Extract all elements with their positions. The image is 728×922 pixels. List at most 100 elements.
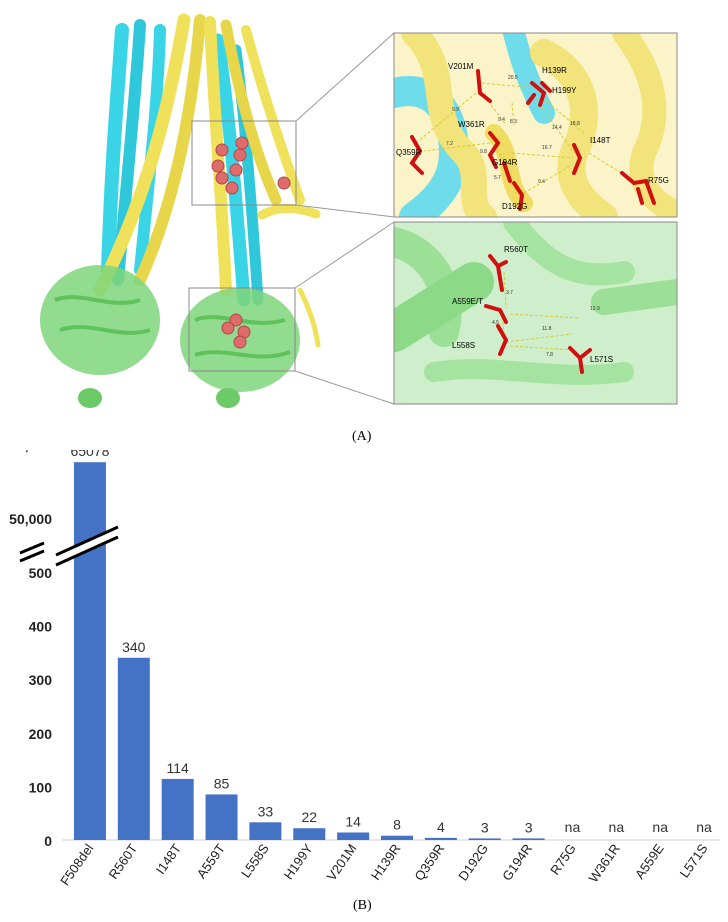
residue-v201m [476,69,492,103]
green-helix [394,262,494,352]
residue-label: I148T [590,136,611,145]
mutation-sphere [277,176,291,190]
y-tick-label: 100 [29,779,53,795]
connector-line [295,32,395,122]
x-tick-label: V201M [324,841,360,883]
bar [381,835,413,840]
x-tick-label: I148T [153,841,184,877]
nbd-helix [216,388,240,408]
mutation-sphere [215,143,229,157]
yellow-helix [257,204,321,220]
bar [117,657,150,840]
x-tick-label: H139R [368,841,403,883]
residue-label: G194R [492,158,518,167]
distance-label: 16.7 [542,145,552,151]
y-tick-label: 500 [29,565,53,581]
yellow-helix [93,13,191,297]
connector-line [294,221,395,289]
lower-inset: R560T A559E/T L558S L571S 3.7 12.9 4.5 1… [394,222,677,404]
panel-b-label: (B) [353,898,372,913]
yellow-helix [134,14,206,286]
distance-label: 4.5 [492,320,499,326]
bar [468,838,501,840]
upper-inset: V201M H139R H199Y W361R Q359R I148T G194… [394,33,677,217]
distance-line [501,311,505,335]
selection-box-upper [191,120,297,206]
distance-line [511,152,575,159]
distance-label: 12.9 [590,306,600,312]
nbd-strand [54,295,141,305]
residue-label: L571S [590,355,613,364]
x-tick-label: R560T [106,841,141,882]
mutation-sphere [211,159,225,173]
bars [73,462,545,840]
y-tick-label: 0 [44,833,52,849]
x-axis: F508del R560T I148T A559T L558S H199Y V201M H13… [57,841,711,888]
residue-label: Q359R [396,148,422,157]
residue-g194r [502,161,512,183]
distance-label: 9.4 [498,117,505,123]
residue-label: D192G [502,202,527,211]
axis-break [19,525,122,567]
yellow-helix [241,25,305,205]
mutation-sphere [233,335,247,349]
residue-label: R560T [504,245,528,254]
mutation-sphere [229,163,243,177]
distance-label: 14.4 [552,125,562,131]
distance-line [535,98,575,154]
residue-label: W361R [458,120,485,129]
bar [424,837,457,840]
green-helix [591,279,677,315]
distance-label: 9.9 [452,107,459,113]
green-helix [424,359,634,385]
bar [205,794,238,840]
x-tick-label: A559E [632,841,667,882]
distance-label: 3.7 [506,290,513,296]
data-label: na [565,819,581,835]
distance-line [509,313,579,319]
data-label: 114 [167,760,190,776]
cyan-helix [211,33,251,307]
distance-line [509,345,575,351]
nbd-strand [59,325,151,335]
residue-r75g [620,171,656,205]
data-label: 340 [122,639,146,655]
residue-r560t [488,254,508,292]
distance-line [588,152,635,182]
x-tick-label: H199Y [281,841,316,882]
yellow-helix [401,33,497,217]
x-tick-label: L571S [677,841,711,881]
data-label: 22 [301,809,317,825]
yellow-helix [220,19,282,206]
bar [512,838,545,840]
mutation-sphere [235,136,249,150]
bar [293,828,326,840]
data-label: 14 [345,813,361,829]
residue-h139r [526,81,547,107]
structure-figure: V201M H139R H199Y W361R Q359R I148T G194… [40,13,678,408]
data-label: 33 [258,803,274,819]
distance-line [493,144,507,164]
yellow-helix [297,287,321,348]
data-label: 3 [481,819,489,835]
residue-label: R75G [648,176,669,185]
mutation-sphere [229,313,243,327]
x-tick-label: D192G [455,841,491,883]
distance-label: 8.3 [510,119,517,125]
x-tick-label: F508del [57,841,96,888]
y-tick-label: 200 [29,726,53,742]
data-label: 4 [437,819,445,835]
bar-chart: 0 100 200 300 400 500 50,000 70,000 65078 340 114… [9,450,720,888]
distance-label: 5.7 [494,175,501,181]
x-tick-label: L558S [238,841,272,881]
residue-d192g [512,181,525,211]
bar [161,778,194,840]
connector-line [294,370,395,405]
residue-label: H199Y [552,86,577,95]
data-label: na [609,819,625,835]
residue-h199y [540,81,552,93]
panel-a-label: (A) [352,429,372,444]
break-mark [19,541,45,555]
x-tick-label: Q359R [411,841,447,883]
